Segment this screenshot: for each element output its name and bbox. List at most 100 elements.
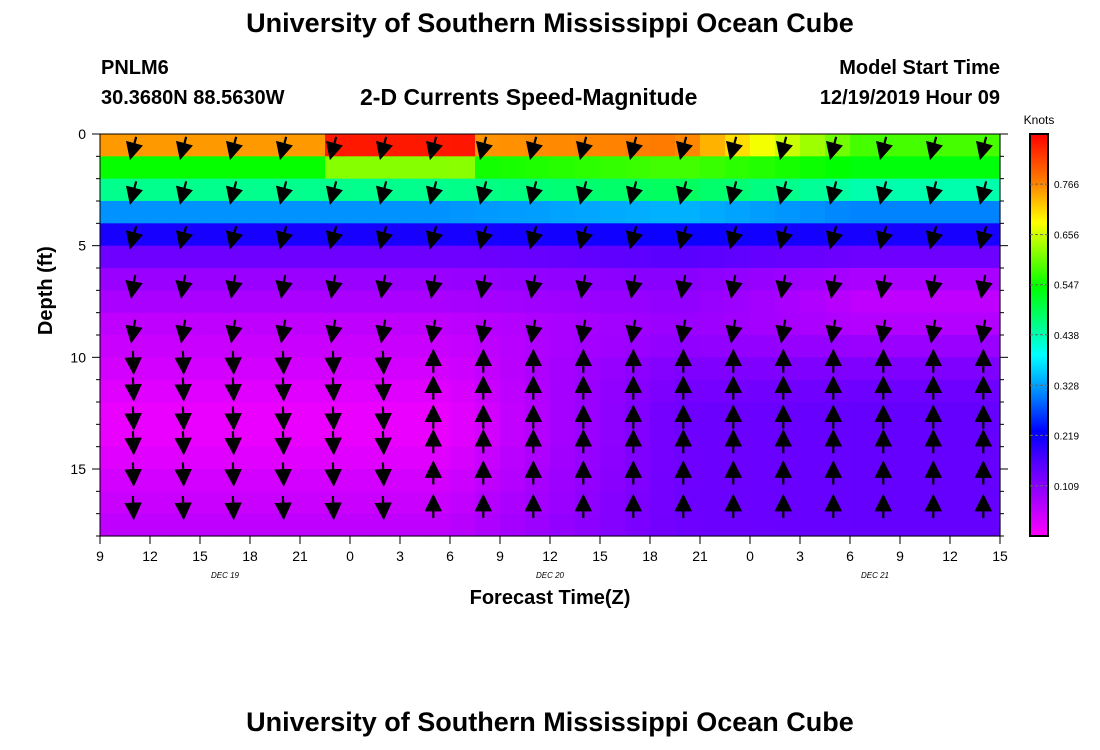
heatmap-cell — [275, 446, 301, 470]
heatmap-cell — [800, 402, 826, 425]
heatmap-cell — [700, 156, 726, 180]
heatmap-cell — [900, 379, 926, 403]
heatmap-cell — [475, 268, 501, 291]
heatmap-cell — [175, 424, 201, 448]
colorbar-tick-label: 0.328 — [1054, 381, 1079, 392]
heatmap-cell — [950, 178, 976, 202]
heatmap-cell — [600, 290, 626, 314]
x-axis-tick-label: 12 — [142, 548, 158, 564]
heatmap-cell — [850, 357, 876, 381]
heatmap-cell — [475, 424, 501, 448]
heatmap-cell — [950, 491, 976, 515]
current-vector-arrow — [626, 136, 643, 161]
heatmap-cell — [425, 379, 451, 403]
heatmap-cell — [425, 245, 451, 269]
current-vector-arrow — [174, 406, 192, 431]
heatmap-cell — [125, 357, 151, 381]
current-vector-arrow — [175, 181, 193, 205]
heatmap-cell — [550, 134, 576, 157]
heatmap-cell — [275, 290, 301, 314]
heatmap-cell — [800, 290, 826, 314]
current-vector-arrow — [125, 225, 143, 250]
heatmap-cell — [200, 424, 226, 448]
current-vector-arrow — [175, 225, 193, 250]
heatmap-cell — [225, 379, 251, 403]
heatmap-cell — [500, 268, 526, 291]
heatmap-cell — [750, 268, 776, 291]
heatmap-cell — [550, 312, 576, 336]
heatmap-cell — [875, 245, 901, 269]
heatmap-cell — [900, 312, 926, 336]
current-vector-arrow — [375, 225, 393, 250]
heatmap-cell — [200, 290, 226, 314]
current-vector-arrow — [425, 319, 443, 344]
heatmap-cell — [100, 469, 126, 492]
heatmap-cell — [650, 357, 676, 381]
heatmap-cell — [850, 379, 876, 403]
heatmap-cell — [275, 268, 301, 291]
heatmap-cell — [450, 268, 476, 291]
heatmap-cell — [475, 513, 501, 537]
heatmap-cell — [575, 379, 601, 403]
heatmap-cell — [525, 491, 551, 515]
heatmap-cell — [925, 268, 951, 291]
heatmap-cell — [475, 134, 501, 157]
current-vector-arrow — [725, 225, 743, 250]
current-vector-arrow — [725, 274, 743, 299]
heatmap-cell — [325, 245, 351, 269]
heatmap-cell — [125, 379, 151, 403]
current-vector-arrow — [274, 350, 292, 375]
heatmap-cell — [350, 446, 376, 470]
heatmap-cell — [950, 268, 976, 291]
date-label: DEC 21 — [861, 571, 889, 580]
heatmap-cell — [600, 402, 626, 425]
heatmap-cell — [300, 201, 326, 224]
chart-subtitle: 2-D Currents Speed-Magnitude — [360, 84, 698, 110]
heatmap-cell — [975, 223, 1001, 247]
heatmap-cell — [850, 402, 876, 425]
heatmap-cell — [350, 178, 376, 202]
x-axis-tick-label: 0 — [346, 548, 354, 564]
heatmap-cell — [650, 469, 676, 492]
y-axis-tick-label: 10 — [70, 349, 86, 365]
heatmap-cell — [300, 290, 326, 314]
heatmap-cell — [225, 201, 251, 224]
heatmap-cell — [250, 491, 276, 515]
heatmap-cell — [650, 290, 676, 314]
heatmap-cell — [850, 268, 876, 291]
heatmap-cell — [450, 156, 476, 180]
current-vector-arrow — [726, 136, 743, 161]
current-vector-arrow — [275, 319, 293, 344]
date-label: DEC 19 — [211, 571, 240, 580]
heatmap-cell — [275, 312, 301, 336]
heatmap-cell — [600, 469, 626, 492]
current-vector-arrow — [374, 431, 392, 456]
current-vector-arrow — [975, 225, 993, 250]
heatmap-cell — [675, 491, 701, 515]
heatmap-cell — [100, 335, 126, 358]
heatmap-cell — [225, 290, 251, 314]
heatmap-cell — [125, 491, 151, 515]
current-vector-arrow — [825, 319, 843, 344]
heatmap-cell — [775, 424, 801, 448]
heatmap-cell — [900, 446, 926, 470]
heatmap-cell — [300, 134, 326, 157]
heatmap-cell — [700, 446, 726, 470]
heatmap-cell — [475, 201, 501, 224]
heatmap-cell — [525, 290, 551, 314]
heatmap-cell — [625, 134, 651, 157]
heatmap-cell — [125, 156, 151, 180]
heatmap-cell — [850, 178, 876, 202]
heatmap-cell — [925, 513, 951, 537]
heatmap-cell — [725, 134, 751, 157]
heatmap-cell — [250, 156, 276, 180]
current-vector-arrow — [975, 181, 993, 205]
heatmap-cell — [425, 134, 451, 157]
heatmap-cell — [850, 424, 876, 448]
heatmap-cell — [100, 491, 126, 515]
heatmap-cell — [675, 312, 701, 336]
heatmap-cell — [325, 134, 351, 157]
heatmap-cell — [150, 335, 176, 358]
heatmap-cell — [550, 513, 576, 537]
